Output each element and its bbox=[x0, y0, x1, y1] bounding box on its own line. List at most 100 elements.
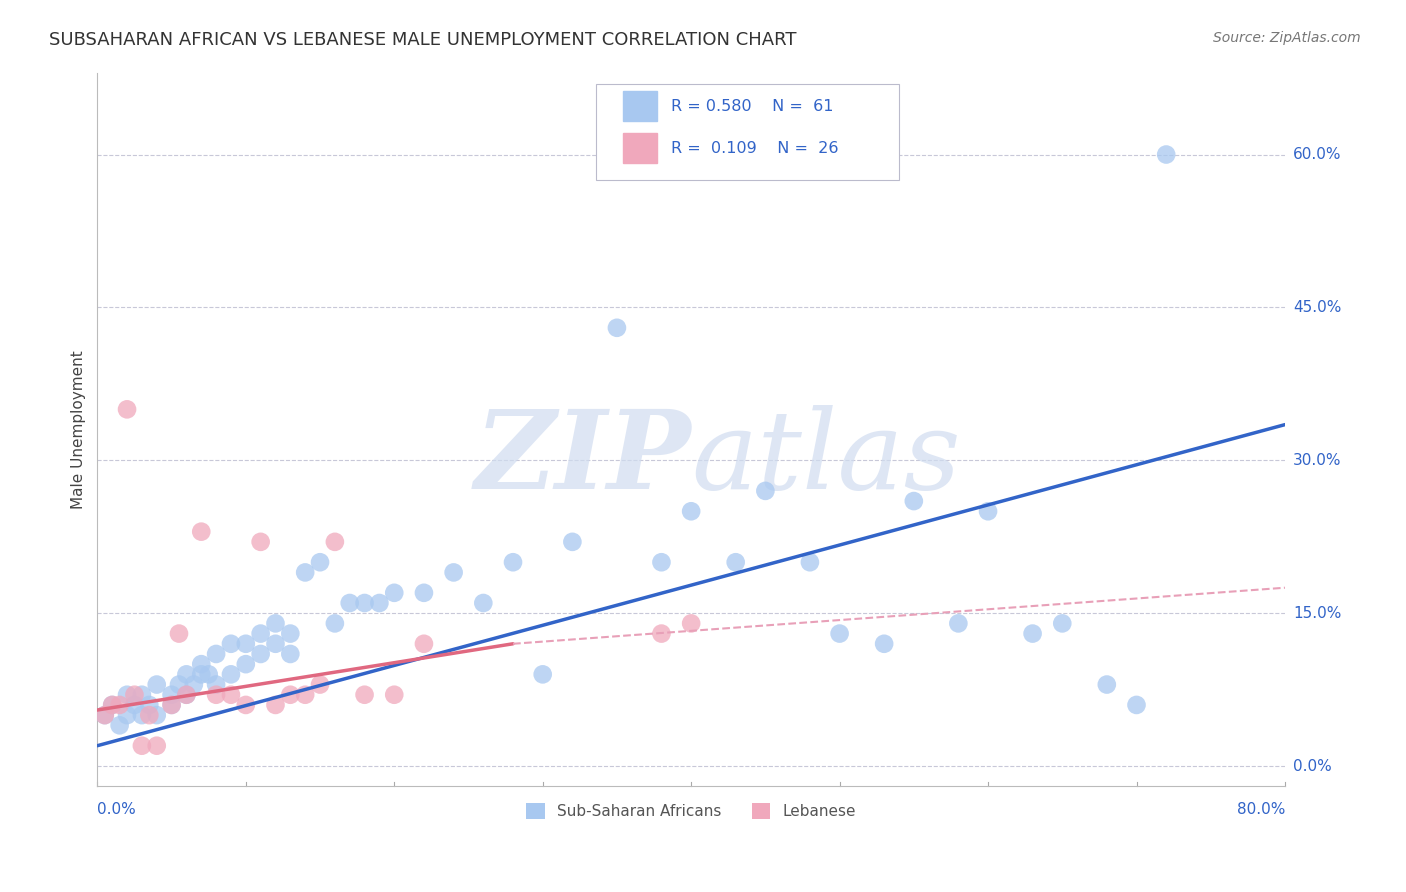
Point bbox=[323, 534, 346, 549]
Point bbox=[264, 637, 287, 651]
Point bbox=[108, 698, 131, 712]
Point bbox=[176, 667, 198, 681]
Point bbox=[681, 616, 703, 631]
Point bbox=[1125, 698, 1147, 712]
Point bbox=[502, 555, 524, 569]
Text: 30.0%: 30.0% bbox=[1294, 453, 1341, 467]
Point bbox=[278, 626, 301, 640]
Point bbox=[754, 483, 776, 498]
Text: 45.0%: 45.0% bbox=[1294, 300, 1341, 315]
Point bbox=[124, 688, 146, 702]
Point bbox=[309, 677, 332, 691]
Bar bbox=[623, 91, 657, 121]
Point bbox=[413, 586, 436, 600]
Point bbox=[368, 596, 391, 610]
Point bbox=[650, 555, 672, 569]
Point bbox=[145, 677, 167, 691]
Point bbox=[219, 667, 242, 681]
Point bbox=[681, 504, 703, 518]
Point bbox=[176, 688, 198, 702]
Point bbox=[94, 708, 117, 723]
Point bbox=[561, 534, 583, 549]
Point bbox=[249, 626, 271, 640]
Text: 60.0%: 60.0% bbox=[1294, 147, 1341, 162]
FancyBboxPatch shape bbox=[596, 84, 898, 180]
Point bbox=[145, 739, 167, 753]
Text: R =  0.109    N =  26: R = 0.109 N = 26 bbox=[671, 141, 838, 155]
Point bbox=[443, 566, 465, 580]
Point bbox=[138, 708, 160, 723]
Point bbox=[799, 555, 821, 569]
Point bbox=[235, 698, 257, 712]
Point bbox=[235, 657, 257, 672]
Point bbox=[167, 677, 190, 691]
Point bbox=[724, 555, 747, 569]
Point bbox=[176, 688, 198, 702]
Text: ZIP: ZIP bbox=[475, 404, 692, 512]
Text: Source: ZipAtlas.com: Source: ZipAtlas.com bbox=[1213, 31, 1361, 45]
Text: 0.0%: 0.0% bbox=[97, 802, 136, 817]
Point bbox=[903, 494, 925, 508]
Point bbox=[264, 616, 287, 631]
Point bbox=[197, 667, 219, 681]
Text: 80.0%: 80.0% bbox=[1237, 802, 1285, 817]
Point bbox=[650, 626, 672, 640]
Y-axis label: Male Unemployment: Male Unemployment bbox=[72, 351, 86, 509]
Point bbox=[205, 677, 228, 691]
Text: R = 0.580    N =  61: R = 0.580 N = 61 bbox=[671, 99, 834, 113]
Point bbox=[472, 596, 495, 610]
Point bbox=[205, 688, 228, 702]
Point bbox=[235, 637, 257, 651]
Point bbox=[190, 657, 212, 672]
Point bbox=[1154, 147, 1177, 161]
Point bbox=[294, 688, 316, 702]
Text: 15.0%: 15.0% bbox=[1294, 606, 1341, 621]
Point bbox=[101, 698, 124, 712]
Point bbox=[264, 698, 287, 712]
Point bbox=[115, 688, 138, 702]
Point bbox=[131, 708, 153, 723]
Point bbox=[145, 708, 167, 723]
Point bbox=[294, 566, 316, 580]
Point bbox=[323, 616, 346, 631]
Point bbox=[160, 698, 183, 712]
Point bbox=[1021, 626, 1043, 640]
Point bbox=[219, 688, 242, 702]
Point bbox=[1095, 677, 1118, 691]
Point bbox=[1052, 616, 1074, 631]
Point bbox=[339, 596, 361, 610]
Point bbox=[249, 647, 271, 661]
Point bbox=[382, 688, 405, 702]
Point bbox=[94, 708, 117, 723]
Point bbox=[977, 504, 1000, 518]
Point bbox=[413, 637, 436, 651]
Point bbox=[873, 637, 896, 651]
Point bbox=[160, 688, 183, 702]
Legend: Sub-Saharan Africans, Lebanese: Sub-Saharan Africans, Lebanese bbox=[520, 797, 862, 825]
Point bbox=[353, 596, 375, 610]
Point bbox=[353, 688, 375, 702]
Point bbox=[115, 402, 138, 417]
Point bbox=[183, 677, 205, 691]
Point bbox=[131, 688, 153, 702]
Point bbox=[167, 626, 190, 640]
Point bbox=[278, 688, 301, 702]
Text: atlas: atlas bbox=[692, 404, 960, 512]
Point bbox=[382, 586, 405, 600]
Point bbox=[948, 616, 970, 631]
Point bbox=[124, 698, 146, 712]
Point bbox=[249, 534, 271, 549]
Point bbox=[278, 647, 301, 661]
Point bbox=[219, 637, 242, 651]
Text: 0.0%: 0.0% bbox=[1294, 758, 1331, 773]
Bar bbox=[623, 133, 657, 163]
Point bbox=[205, 647, 228, 661]
Text: SUBSAHARAN AFRICAN VS LEBANESE MALE UNEMPLOYMENT CORRELATION CHART: SUBSAHARAN AFRICAN VS LEBANESE MALE UNEM… bbox=[49, 31, 797, 49]
Point bbox=[115, 708, 138, 723]
Point bbox=[828, 626, 851, 640]
Point bbox=[131, 739, 153, 753]
Point bbox=[108, 718, 131, 732]
Point bbox=[160, 698, 183, 712]
Point bbox=[101, 698, 124, 712]
Point bbox=[138, 698, 160, 712]
